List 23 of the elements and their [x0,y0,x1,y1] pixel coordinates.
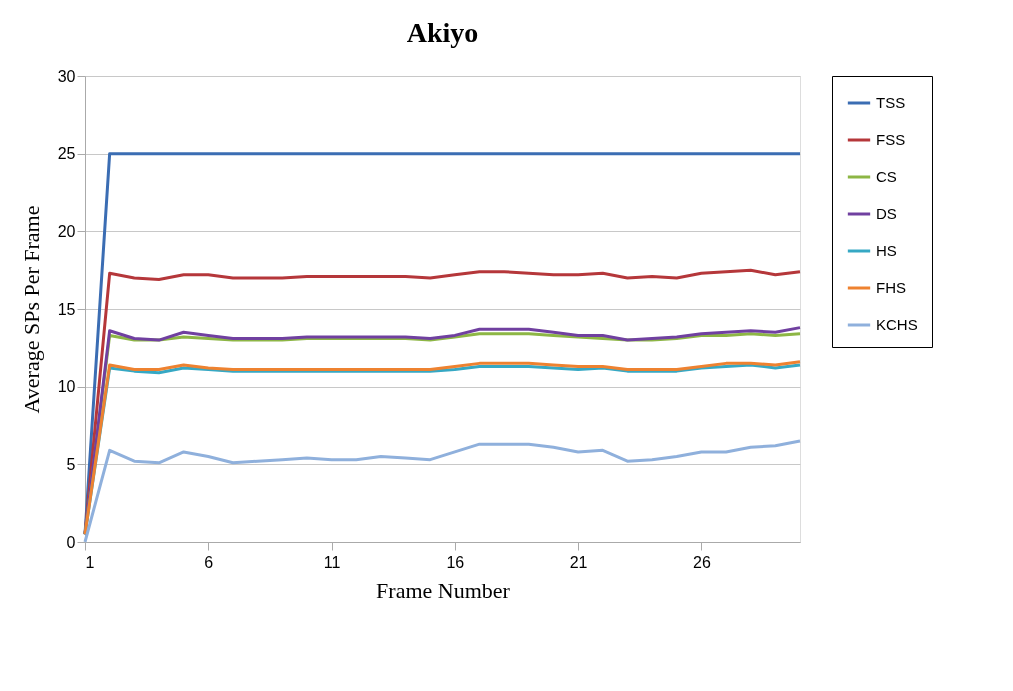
x-tick-label: 16 [446,553,465,571]
legend-label: FSS [876,131,906,148]
legend-label: TSS [876,94,906,111]
y-tick-label: 15 [57,300,76,318]
x-tick-label: 21 [569,553,588,571]
y-tick-label: 30 [57,67,76,85]
y-tick-label: 10 [57,378,76,396]
x-tick-label: 1 [85,553,95,571]
y-tick-label: 20 [57,222,76,240]
y-axis-title: Average SPs Per Frame [18,205,44,414]
y-tick-label: 25 [57,145,76,163]
x-tick-label: 26 [692,553,711,571]
legend-label: HS [876,242,897,259]
legend-label: KCHS [876,316,918,333]
chart-title: Akiyo [406,17,479,48]
x-tick-label: 6 [204,553,214,571]
legend-label: CS [876,168,897,185]
y-tick-label: 5 [66,455,76,473]
legend-label: FHS [876,279,906,296]
x-axis-title: Frame Number [376,577,511,603]
legend-label: DS [876,205,897,222]
y-tick-label: 0 [66,533,76,551]
x-tick-label: 11 [323,553,341,571]
